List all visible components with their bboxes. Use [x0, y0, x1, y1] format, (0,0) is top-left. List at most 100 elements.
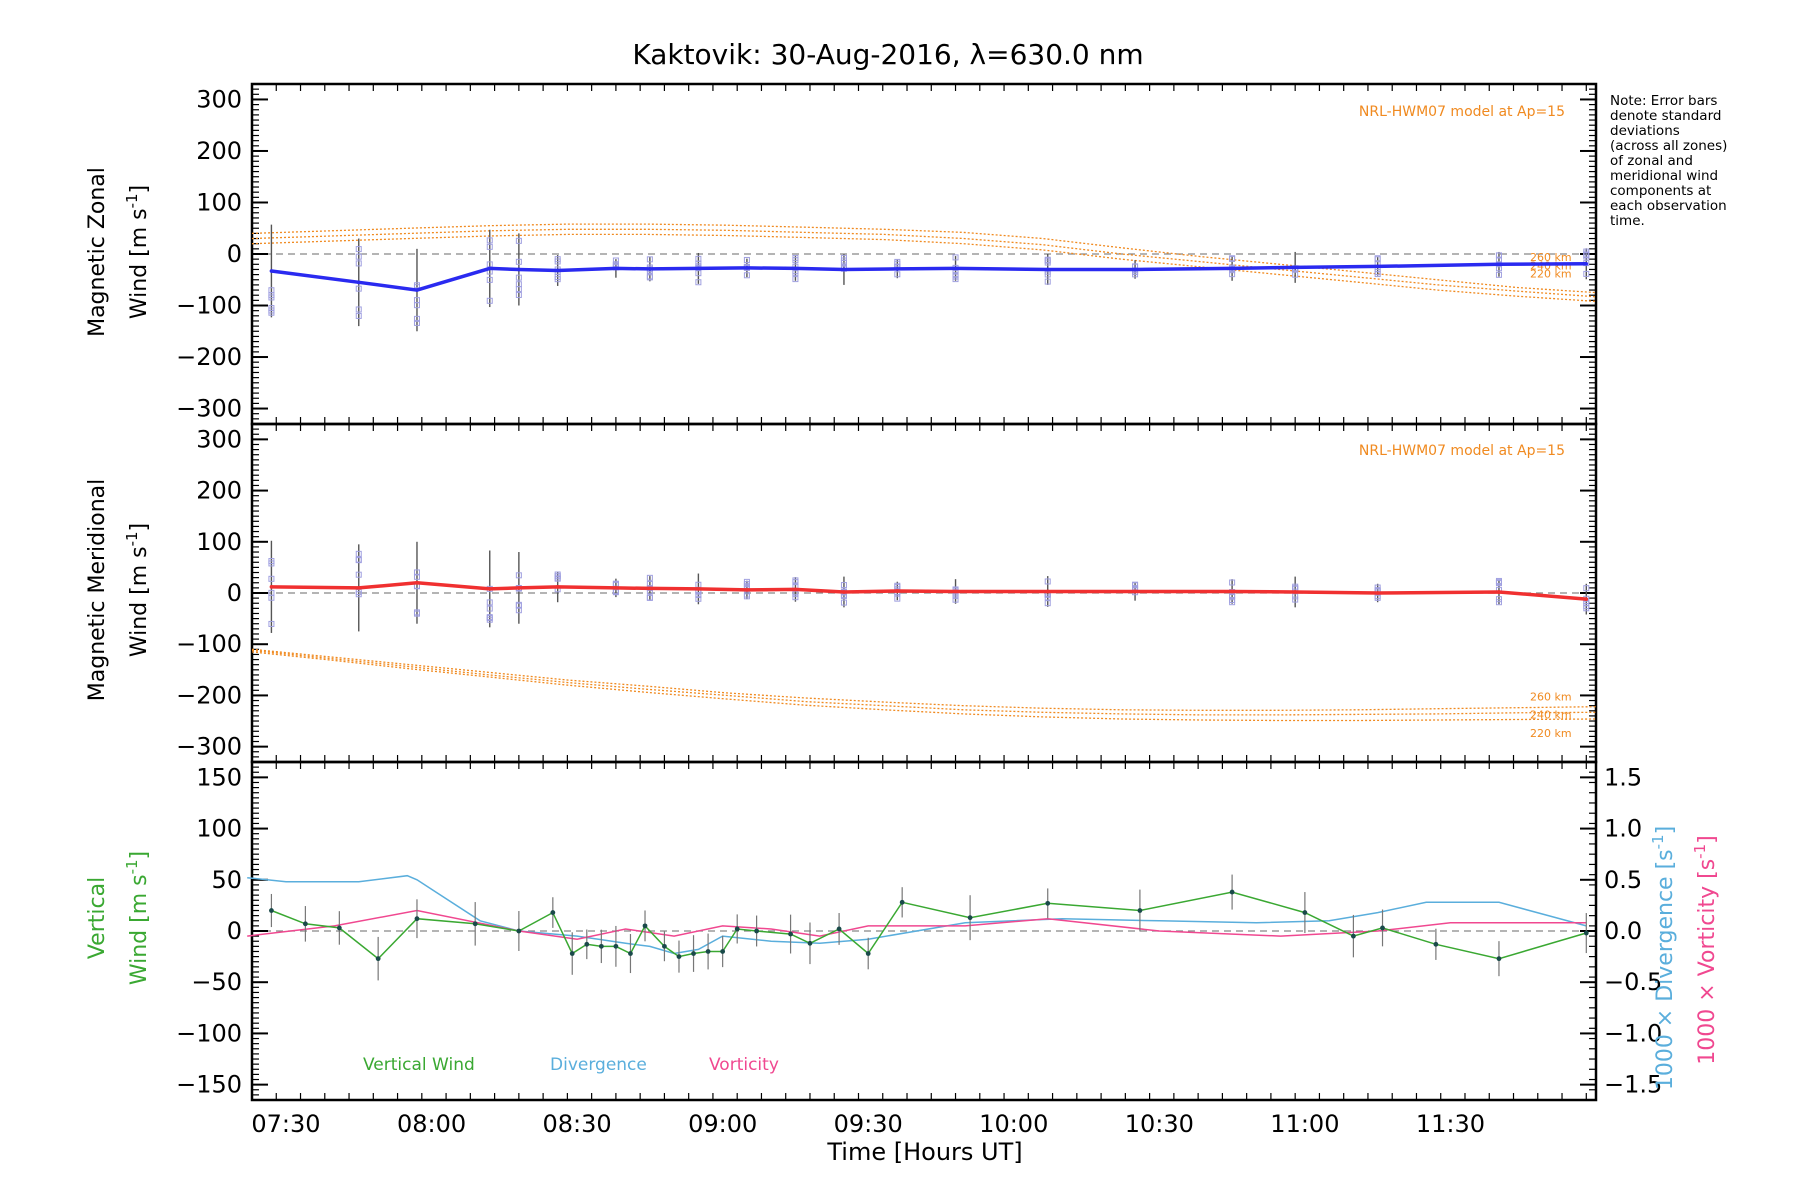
- vertical-wind-point: [754, 928, 760, 934]
- zone-marker: [268, 305, 275, 312]
- y-tick-label: 200: [196, 137, 242, 165]
- vertical-wind-point: [1302, 910, 1308, 915]
- vertical-y-label-units: Wind [m s-1]: [123, 851, 152, 985]
- vertical-wind-point: [613, 943, 619, 949]
- zone-marker: [355, 306, 362, 313]
- vertical-wind-panel: 150 100 50 0 −50 −100 −150 1.5 1.0 0.5 0.0 −0.5 −1.0…: [176, 760, 1662, 1102]
- model-altitude-label: 260 km: [1530, 691, 1572, 704]
- zone-marker: [355, 556, 362, 563]
- data-point: [793, 587, 798, 592]
- zone-marker: [743, 581, 750, 588]
- divergence-axis-label: 1000 × Divergence [s-1]: [1649, 826, 1678, 1090]
- zonal-y-label: Magnetic Zonal: [85, 167, 110, 337]
- zone-marker: [268, 292, 275, 299]
- zone-marker: [515, 572, 522, 579]
- y-tick-label: −50: [191, 968, 242, 996]
- zone-marker: [1044, 578, 1051, 585]
- zone-marker: [646, 274, 653, 281]
- vertical-wind-point: [734, 926, 740, 932]
- zone-marker: [515, 237, 522, 244]
- vertical-wind-point: [628, 951, 633, 956]
- model-altitude-label: 220 km: [1530, 268, 1572, 281]
- zone-marker: [355, 246, 362, 253]
- zone-marker: [840, 582, 847, 589]
- zone-marker: [268, 594, 275, 601]
- zone-marker: [413, 315, 420, 322]
- vertical-wind-point: [598, 943, 604, 949]
- note-line: of zonal and: [1610, 153, 1693, 169]
- data-point: [415, 580, 419, 585]
- zone-marker: [1583, 252, 1590, 259]
- zone-marker: [486, 276, 493, 283]
- zone-marker: [554, 256, 561, 263]
- zone-marker: [1583, 270, 1590, 277]
- vertical-wind-point: [584, 941, 590, 947]
- right-tick-label: 1.0: [1604, 815, 1642, 843]
- y-tick-label: −300: [176, 395, 242, 423]
- zone-marker: [743, 272, 750, 279]
- zone-marker: [413, 573, 420, 580]
- divergence-line: [247, 874, 1587, 955]
- zone-marker: [1229, 592, 1236, 599]
- y-tick-label: 50: [211, 866, 242, 894]
- x-tick-label: 09:30: [834, 1110, 903, 1138]
- zone-marker: [1583, 585, 1590, 592]
- zone-marker: [515, 285, 522, 292]
- vertical-wind-point: [865, 951, 871, 956]
- right-tick-label: 0.0: [1604, 917, 1642, 945]
- zone-marker: [1495, 596, 1502, 603]
- data-point: [1293, 590, 1297, 594]
- zone-marker: [952, 276, 959, 283]
- svg-text:Wind [m s-1]: Wind [m s-1]: [123, 185, 152, 319]
- data-point: [517, 267, 521, 272]
- data-point: [842, 267, 846, 272]
- zone-marker: [268, 620, 275, 627]
- zone-marker: [486, 297, 493, 304]
- data-point: [1584, 261, 1589, 266]
- x-tick-label: 11:30: [1416, 1110, 1485, 1138]
- vertical-wind-point: [269, 908, 274, 913]
- y-tick-label: −100: [176, 630, 242, 658]
- meridional-wind-panel: 300 200 100 0 −100 −200 −300 260 km 240 km 220 km: [176, 422, 1598, 764]
- zone-marker: [355, 550, 362, 557]
- vertical-wind-point: [1229, 889, 1235, 895]
- vertical-wind-point: [302, 921, 308, 927]
- vertical-wind-point: [1583, 930, 1589, 936]
- vertical-wind-point: [375, 956, 381, 962]
- data-point: [745, 588, 749, 592]
- zone-marker: [646, 594, 653, 601]
- zone-marker: [268, 575, 275, 582]
- zone-marker: [792, 276, 799, 283]
- zone-marker: [840, 259, 847, 266]
- note-line: denote standard: [1610, 108, 1722, 124]
- zone-marker: [515, 258, 522, 265]
- data-point: [269, 269, 274, 273]
- meridional-model-label: NRL-HWM07 model at Ap=15: [1359, 443, 1565, 459]
- zone-marker: [486, 237, 493, 244]
- svg-text:Vertical: Vertical: [85, 877, 110, 959]
- data-point: [487, 587, 492, 591]
- right-tick-label: −1.5: [1604, 1071, 1662, 1099]
- data-point: [696, 587, 701, 591]
- zone-marker: [792, 594, 799, 601]
- zone-marker: [554, 276, 561, 283]
- data-point: [1230, 266, 1234, 271]
- meridional-y-label: Magnetic Meridional: [85, 479, 110, 701]
- model-curve-240: [251, 228, 1597, 298]
- y-tick-label: −300: [176, 733, 242, 761]
- data-point: [555, 585, 560, 589]
- vertical-wind-point: [569, 951, 575, 956]
- vertical-wind-point: [788, 931, 793, 937]
- vertical-y-label: Vertical: [85, 877, 110, 959]
- y-tick-label: −200: [176, 343, 242, 371]
- vertical-wind-point: [899, 899, 905, 905]
- right-tick-label: 0.5: [1604, 866, 1642, 894]
- zonal-y-label-units: Wind [m s-1]: [123, 185, 152, 319]
- note-line: meridional wind: [1610, 168, 1719, 184]
- data-point: [1375, 591, 1380, 595]
- zone-marker: [1292, 596, 1299, 603]
- svg-text:Wind [m s-1]: Wind [m s-1]: [123, 851, 152, 985]
- data-point: [356, 280, 361, 285]
- vertical-wind-point: [1380, 925, 1385, 931]
- zone-marker: [515, 291, 522, 298]
